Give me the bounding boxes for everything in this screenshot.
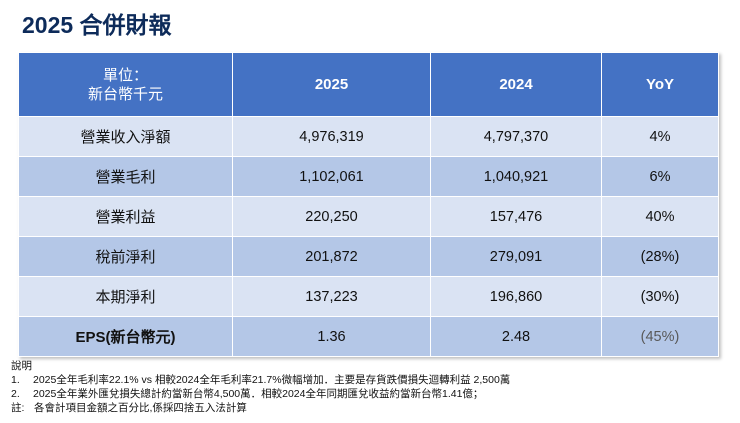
note-text: 2025全年業外匯兌損失總計約當新台幣4,500萬．相較2024全年同期匯兌收益… — [33, 388, 484, 400]
notes-heading: 說明 — [11, 360, 32, 372]
footnote: 註: 各會計項目金額之百分比,係採四捨五入法計算 — [11, 401, 510, 415]
value-yoy: (28%) — [601, 236, 719, 277]
row-label: 本期淨利 — [18, 276, 233, 317]
value-2025: 201,872 — [232, 236, 431, 277]
note-text: 2025全年毛利率22.1% vs 相較2024全年毛利率21.7%微幅增加．主… — [33, 374, 511, 386]
row-label: 稅前淨利 — [18, 236, 233, 277]
note-number: 1. — [11, 374, 20, 386]
value-2024: 196,860 — [430, 276, 602, 317]
value-2024: 2.48 — [430, 316, 602, 357]
value-2025: 137,223 — [232, 276, 431, 317]
value-2024: 279,091 — [430, 236, 602, 277]
row-label: EPS(新台幣元) — [18, 316, 233, 357]
table-row: 營業利益 220,250 157,476 40% — [18, 196, 719, 237]
page-title: 2025 合併財報 — [22, 12, 172, 38]
table-header-row: 單位： 新台幣千元 2025 2024 YoY — [18, 52, 719, 117]
value-2025: 1,102,061 — [232, 156, 431, 197]
value-2025: 220,250 — [232, 196, 431, 237]
value-yoy: (45%) — [601, 316, 719, 357]
header-2025: 2025 — [232, 52, 431, 117]
note-item: 2. 2025全年業外匯兌損失總計約當新台幣4,500萬．相較2024全年同期匯兌… — [11, 387, 510, 401]
notes-section: 說明 1. 2025全年毛利率22.1% vs 相較2024全年毛利率21.7%微… — [11, 359, 510, 415]
value-2024: 1,040,921 — [430, 156, 602, 197]
table-row: 營業毛利 1,102,061 1,040,921 6% — [18, 156, 719, 197]
unit-header: 單位： 新台幣千元 — [18, 52, 233, 117]
footnote-key: 註: — [11, 402, 25, 414]
value-yoy: 6% — [601, 156, 719, 197]
table-row: 稅前淨利 201,872 279,091 (28%) — [18, 236, 719, 277]
row-label: 營業利益 — [18, 196, 233, 237]
row-label: 營業收入淨額 — [18, 116, 233, 157]
header-yoy: YoY — [601, 52, 719, 117]
table-row: 本期淨利 137,223 196,860 (30%) — [18, 276, 719, 317]
table-row: EPS(新台幣元) 1.36 2.48 (45%) — [18, 316, 719, 357]
note-item: 1. 2025全年毛利率22.1% vs 相較2024全年毛利率21.7%微幅增加… — [11, 373, 510, 387]
row-label: 營業毛利 — [18, 156, 233, 197]
value-yoy: 4% — [601, 116, 719, 157]
value-2024: 4,797,370 — [430, 116, 602, 157]
financial-table: 單位： 新台幣千元 2025 2024 YoY 營業收入淨額 4,976,319 … — [18, 52, 719, 357]
unit-line1: 單位： — [102, 66, 148, 84]
note-number: 2. — [11, 388, 20, 400]
value-2024: 157,476 — [430, 196, 602, 237]
value-yoy: (30%) — [601, 276, 719, 317]
unit-line2: 新台幣千元 — [87, 85, 163, 103]
value-2025: 4,976,319 — [232, 116, 431, 157]
footnote-text: 各會計項目金額之百分比,係採四捨五入法計算 — [34, 402, 247, 414]
value-yoy: 40% — [601, 196, 719, 237]
table-row: 營業收入淨額 4,976,319 4,797,370 4% — [18, 116, 719, 157]
header-2024: 2024 — [430, 52, 602, 117]
value-2025: 1.36 — [232, 316, 431, 357]
